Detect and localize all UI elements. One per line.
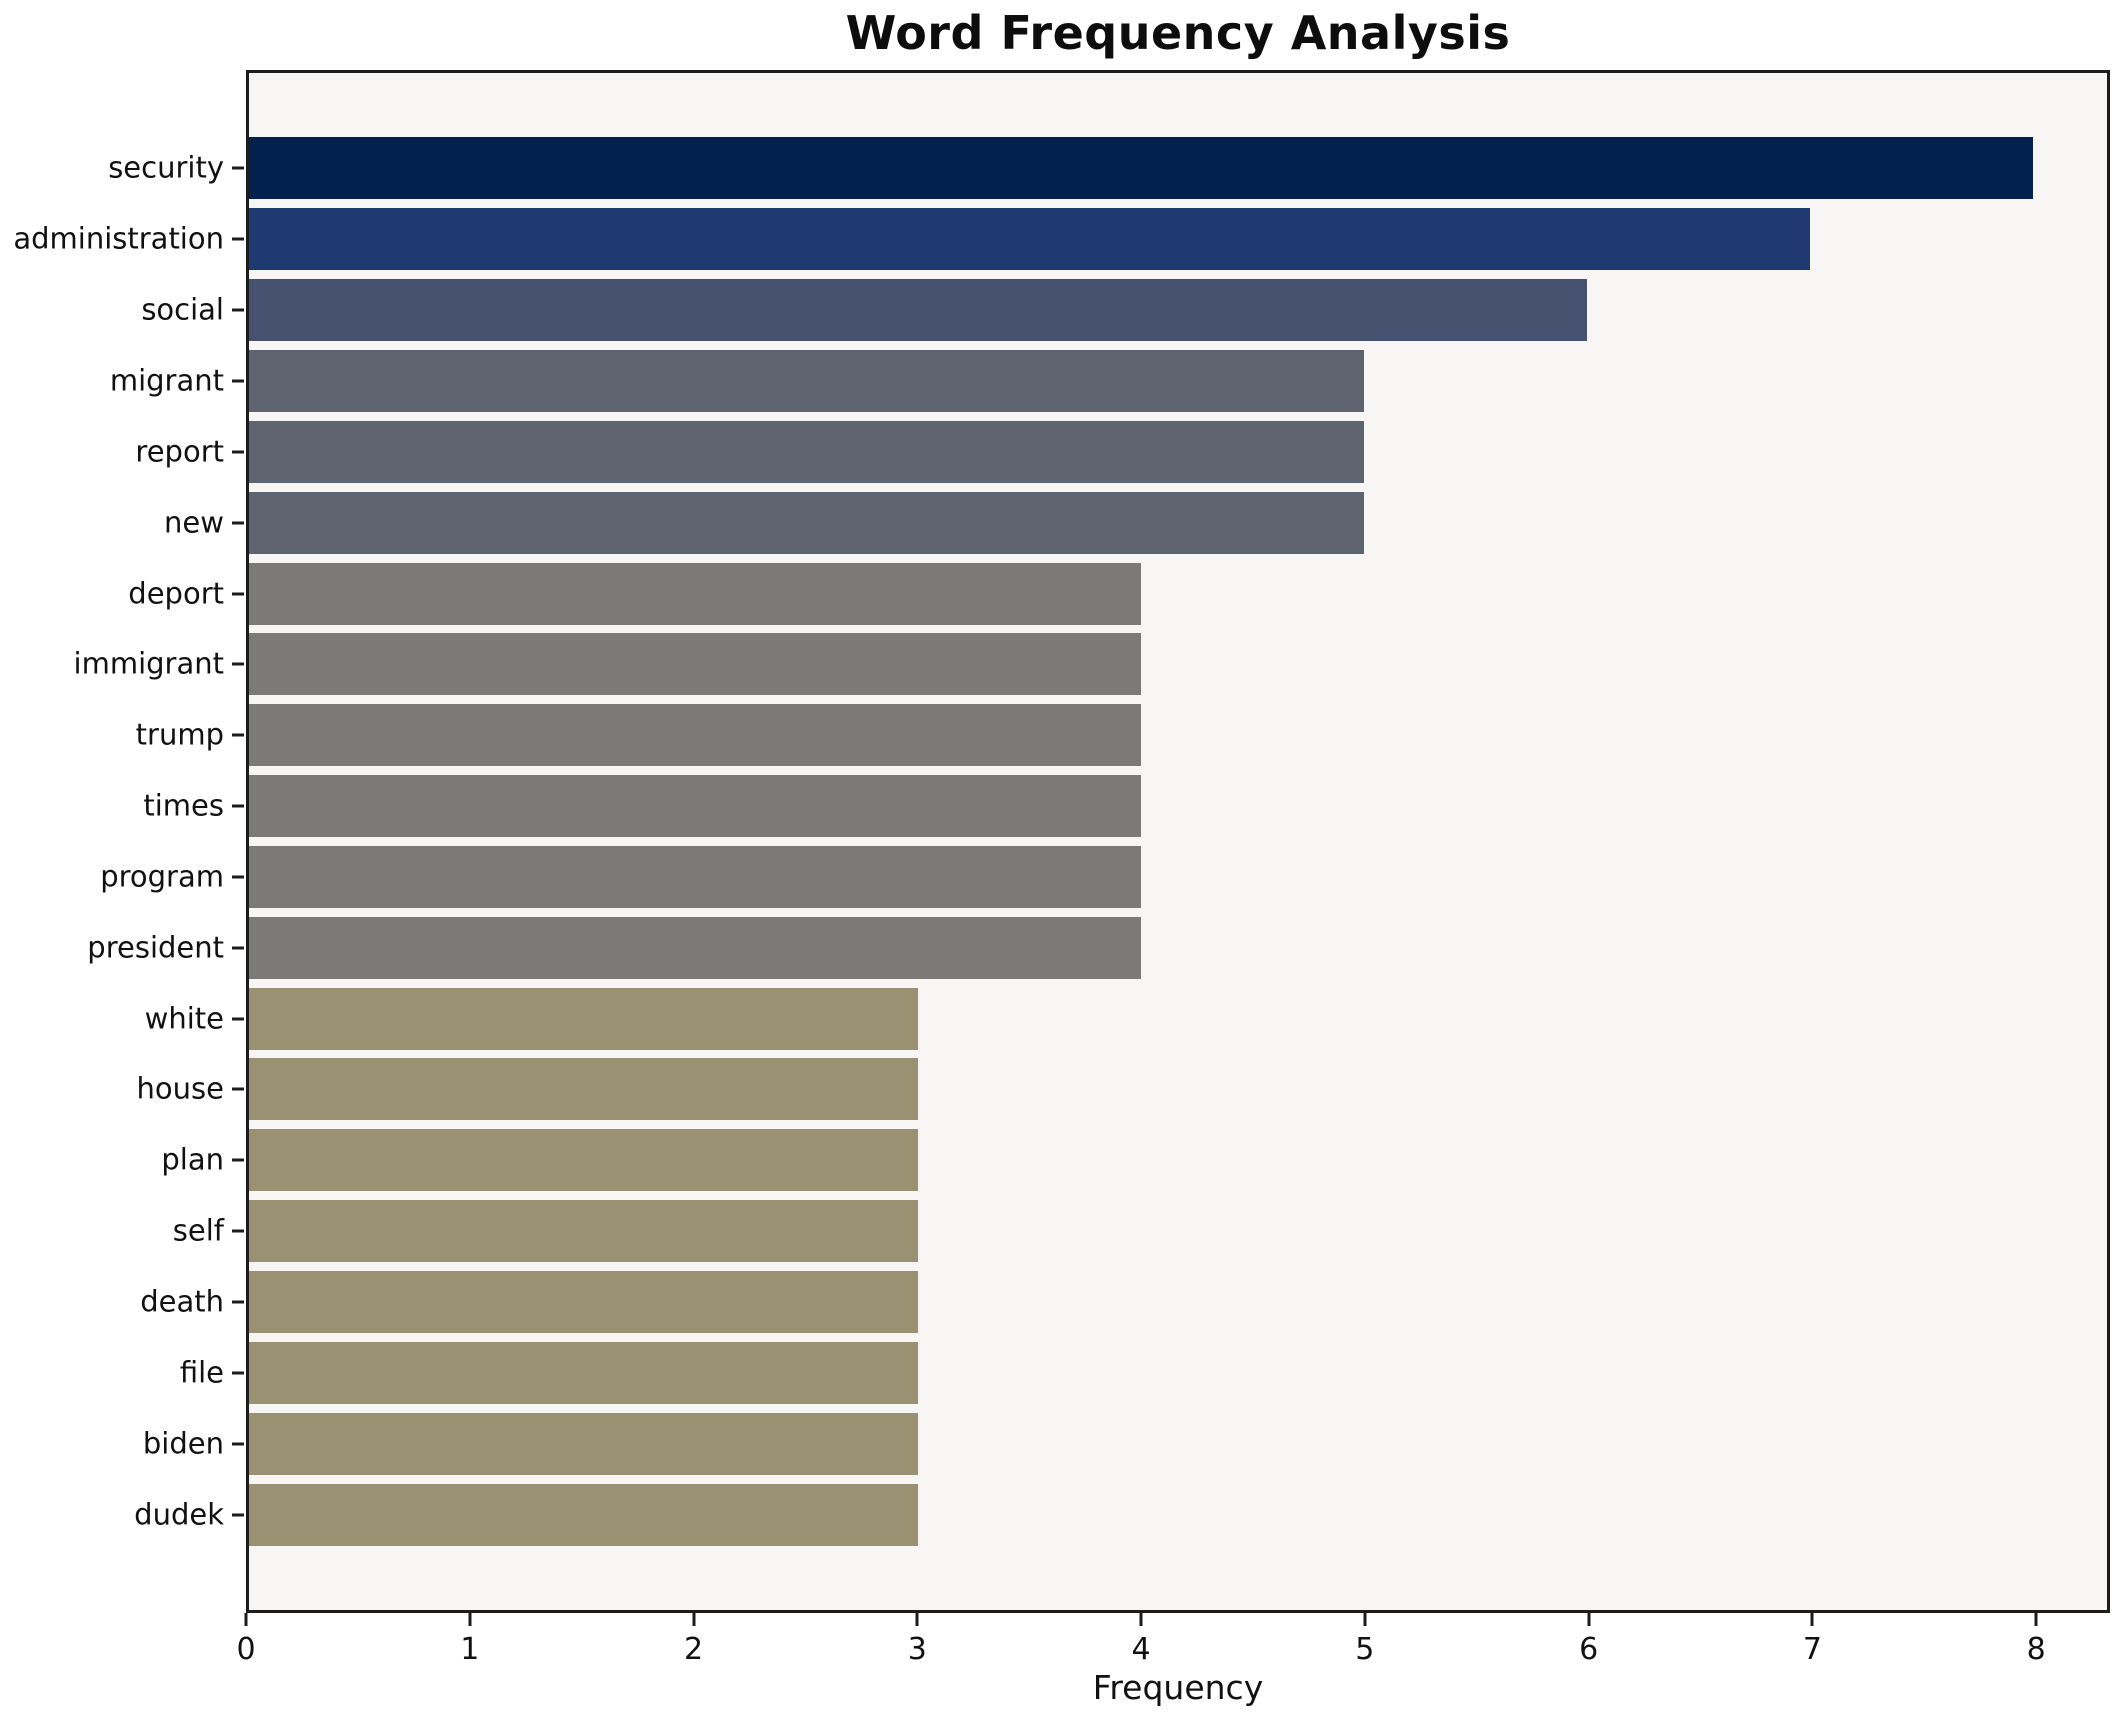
bar-white — [249, 987, 919, 1050]
y-tick-label-house: house — [136, 1071, 224, 1106]
y-tick-label-security: security — [108, 150, 224, 185]
y-tick-mark — [232, 662, 244, 666]
x-tick-mark — [692, 1613, 696, 1626]
y-tick-label-trump: trump — [135, 717, 224, 752]
x-tick-label-8: 8 — [2026, 1632, 2046, 1667]
x-tick-mark — [2034, 1613, 2038, 1626]
x-tick-label-3: 3 — [907, 1632, 927, 1667]
x-tick-label-1: 1 — [460, 1632, 480, 1667]
x-tick-label-4: 4 — [1131, 1632, 1151, 1667]
x-tick-mark — [1139, 1613, 1143, 1626]
y-tick-label-immigrant: immigrant — [73, 646, 224, 681]
bar-plan — [249, 1129, 919, 1192]
bar-death — [249, 1270, 919, 1333]
bar-migrant — [249, 350, 1365, 412]
bar-president — [249, 916, 1142, 979]
y-tick-mark — [232, 733, 244, 737]
x-tick-mark — [244, 1613, 248, 1626]
y-tick-label-dudek: dudek — [134, 1497, 224, 1532]
bar-file — [249, 1341, 919, 1404]
bar-dudek — [249, 1483, 919, 1546]
y-tick-label-death: death — [140, 1284, 224, 1319]
bar-administration — [249, 208, 1811, 271]
y-tick-mark — [232, 1017, 244, 1021]
y-tick-label-new: new — [164, 505, 224, 540]
x-tick-label-7: 7 — [1802, 1632, 1822, 1667]
y-tick-mark — [232, 1300, 244, 1304]
y-tick-mark — [232, 1371, 244, 1375]
y-tick-label-file: file — [179, 1355, 224, 1390]
bar-security — [249, 137, 2034, 200]
y-tick-mark — [232, 804, 244, 808]
y-tick-mark — [232, 379, 244, 383]
y-tick-label-program: program — [100, 859, 224, 894]
y-tick-mark — [232, 1158, 244, 1162]
y-tick-label-plan: plan — [161, 1142, 224, 1177]
y-tick-label-migrant: migrant — [109, 363, 224, 398]
bar-trump — [249, 704, 1142, 767]
y-tick-label-administration: administration — [13, 221, 224, 256]
bar-self — [249, 1200, 919, 1263]
y-tick-mark — [232, 237, 244, 241]
y-tick-mark — [232, 1442, 244, 1446]
bar-social — [249, 279, 1588, 342]
y-tick-mark — [232, 1513, 244, 1517]
x-tick-mark — [1363, 1613, 1367, 1626]
bar-house — [249, 1058, 919, 1121]
y-tick-mark — [232, 521, 244, 525]
bar-new — [249, 491, 1365, 554]
y-tick-mark — [232, 875, 244, 879]
y-axis-labels: security administration social migrant repor… — [0, 70, 224, 1613]
bar-biden — [249, 1412, 919, 1475]
y-tick-mark — [232, 946, 244, 950]
x-tick-label-5: 5 — [1355, 1632, 1375, 1667]
x-tick-mark — [915, 1613, 919, 1626]
x-tick-mark — [1810, 1613, 1814, 1626]
x-tick-label-0: 0 — [236, 1632, 256, 1667]
x-tick-mark — [1587, 1613, 1591, 1626]
y-tick-label-self: self — [172, 1213, 224, 1248]
y-tick-mark — [232, 166, 244, 170]
x-tick-mark — [468, 1613, 472, 1626]
chart-title: Word Frequency Analysis — [845, 6, 1511, 60]
y-tick-label-times: times — [143, 788, 224, 823]
bar-program — [249, 845, 1142, 908]
y-tick-label-deport: deport — [128, 576, 224, 611]
y-tick-mark — [232, 450, 244, 454]
y-tick-label-white: white — [144, 1001, 224, 1036]
x-tick-label-2: 2 — [683, 1632, 704, 1667]
y-tick-label-report: report — [135, 434, 224, 469]
y-tick-mark — [232, 592, 244, 596]
bar-times — [249, 775, 1142, 838]
x-axis-title: Frequency — [1092, 1668, 1264, 1707]
y-tick-label-biden: biden — [142, 1426, 224, 1461]
y-tick-mark — [232, 308, 244, 312]
bar-report — [249, 420, 1365, 483]
y-tick-label-president: president — [87, 930, 224, 965]
plot-area — [246, 70, 2110, 1613]
bar-deport — [249, 562, 1142, 625]
x-tick-label-6: 6 — [1579, 1632, 1599, 1667]
y-tick-mark — [232, 1087, 244, 1091]
y-tick-label-social: social — [141, 292, 224, 327]
y-tick-mark — [232, 1229, 244, 1233]
bar-immigrant — [249, 633, 1142, 696]
